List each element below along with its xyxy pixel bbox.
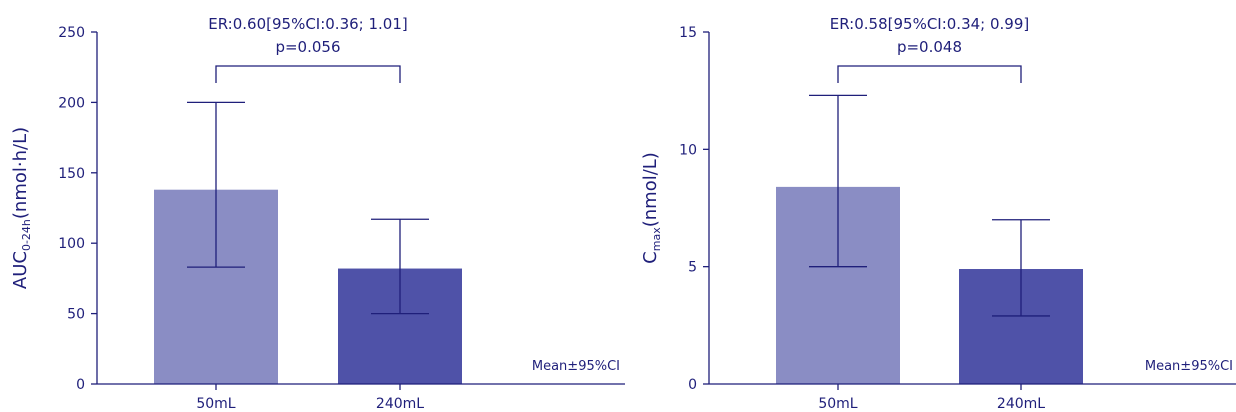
effect-ratio-annotation: ER:0.58[95%CI:0.34; 0.99] <box>830 15 1030 33</box>
y-tick-label: 0 <box>688 377 697 393</box>
y-axis-label-unit: (nmol/L) <box>640 152 661 227</box>
x-tick-label: 50mL <box>196 396 235 412</box>
y-tick-label: 100 <box>58 236 85 252</box>
effect-ratio-annotation: ER:0.60[95%CI:0.36; 1.01] <box>208 15 408 33</box>
y-tick-label: 5 <box>688 260 697 276</box>
cmax-chart-panel: 0 5 10 15 50mL 240mL ER:0.58[95%CI:0.34; 0.99]… <box>640 15 1236 412</box>
y-tick-label: 250 <box>58 25 85 41</box>
auc-chart-panel: 0 50 100 150 200 250 50mL 240mL ER:0.60[95%CI:0.… <box>10 15 625 412</box>
mean-ci-note: Mean±95%CI <box>1145 359 1233 374</box>
y-axis-label-subscript: max <box>650 227 663 251</box>
y-tick-label: 50 <box>67 307 85 323</box>
p-value-annotation: p=0.056 <box>275 38 340 56</box>
y-axis-label-unit: (nmol·h/L) <box>10 127 31 219</box>
mean-ci-note: Mean±95%CI <box>532 359 620 374</box>
comparison-bracket <box>837 65 1022 83</box>
error-bar-50mL <box>187 101 245 268</box>
error-bar-240mL <box>992 219 1050 317</box>
error-bar-240mL <box>371 218 429 315</box>
y-axis-label: AUC0-24h(nmol·h/L) <box>10 127 33 289</box>
y-axis-label: Cmax(nmol/L) <box>640 152 663 264</box>
y-tick-label: 10 <box>679 142 697 158</box>
x-tick-label: 240mL <box>376 396 424 412</box>
p-value-annotation: p=0.048 <box>897 38 962 56</box>
y-axis-label-main: AUC <box>10 251 31 289</box>
y-axis-label-subscript: 0-24h <box>20 219 33 251</box>
x-tick-label: 240mL <box>997 396 1045 412</box>
x-tick-label: 50mL <box>818 396 857 412</box>
y-tick-label: 15 <box>679 25 697 41</box>
comparison-bracket <box>215 65 401 83</box>
y-axis-label-main: C <box>640 251 661 264</box>
y-tick-label: 0 <box>76 377 85 393</box>
y-tick-label: 200 <box>58 95 85 111</box>
y-tick-label: 150 <box>58 166 85 182</box>
error-bar-50mL <box>809 94 867 268</box>
